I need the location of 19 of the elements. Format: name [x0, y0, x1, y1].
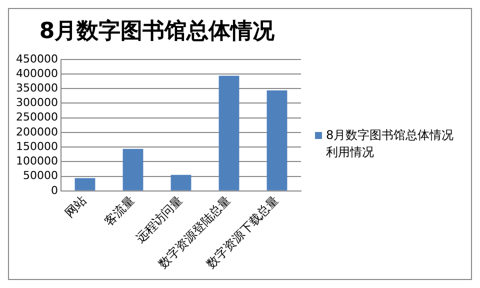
y-tick-label: 450000	[16, 52, 58, 66]
y-tick-label: 350000	[16, 81, 58, 94]
bar	[170, 174, 192, 190]
y-tick-label: 400000	[16, 66, 58, 80]
y-tick-label: 200000	[16, 125, 58, 138]
y-tick-label: 250000	[16, 110, 58, 124]
chart-title: 8月数字图书馆总体情况	[39, 18, 276, 44]
y-tick-label: 300000	[16, 96, 58, 110]
legend-label: 8月数字图书馆总体情况利用情况	[326, 127, 455, 161]
x-tick-label: 客流量	[102, 193, 138, 229]
bar	[218, 76, 240, 190]
bar	[122, 148, 144, 190]
y-tick-label: 100000	[16, 154, 58, 168]
bar	[74, 178, 96, 190]
x-tick-label: 网站	[62, 193, 90, 220]
y-tick-label: 0	[50, 184, 58, 197]
y-tick-label: 50000	[22, 169, 58, 182]
bar	[266, 90, 288, 190]
y-tick-label: 150000	[16, 140, 58, 153]
